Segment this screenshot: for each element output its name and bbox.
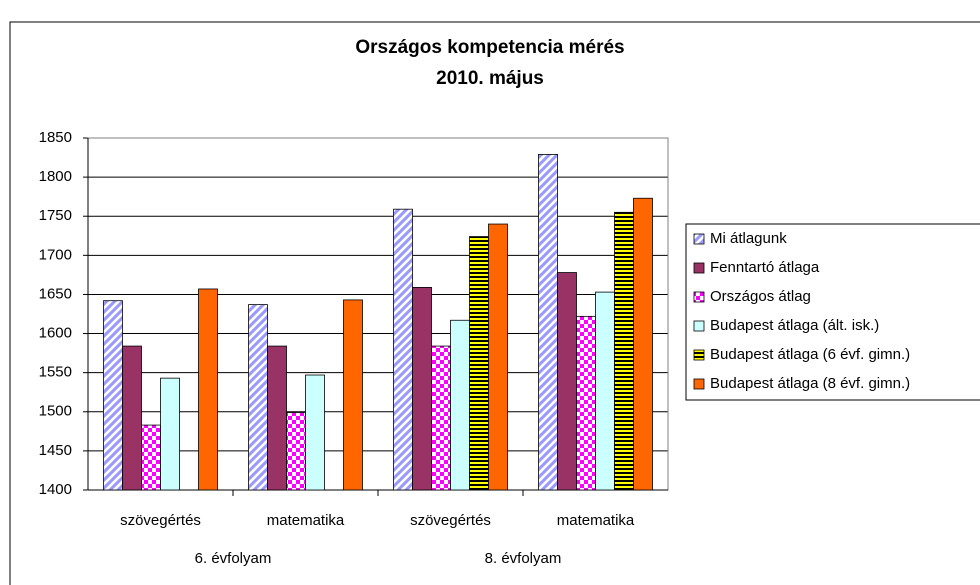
bar bbox=[557, 272, 577, 491]
bar bbox=[538, 154, 558, 491]
x-tick-label: szövegértés bbox=[410, 512, 491, 529]
legend-swatch bbox=[693, 349, 705, 361]
bar bbox=[412, 287, 432, 491]
y-tick-label: 1800 bbox=[39, 168, 72, 185]
group-label: 6. évfolyam bbox=[195, 550, 272, 567]
legend-label: Mi átlagunk bbox=[710, 230, 787, 247]
y-tick-label: 1400 bbox=[39, 481, 72, 498]
bar bbox=[198, 288, 218, 491]
legend-label: Fenntartó átlaga bbox=[710, 259, 820, 276]
bar bbox=[488, 223, 508, 491]
bar bbox=[450, 319, 470, 491]
bar bbox=[160, 377, 180, 491]
bar bbox=[393, 208, 413, 491]
legend-label: Budapest átlaga (6 évf. gimn.) bbox=[710, 346, 910, 363]
bar bbox=[248, 304, 268, 491]
legend-label: Országos átlag bbox=[710, 288, 811, 305]
chart-subtitle: 2010. május bbox=[436, 68, 544, 89]
bar bbox=[122, 345, 142, 491]
legend-swatch bbox=[693, 320, 705, 332]
y-tick-label: 1750 bbox=[39, 207, 72, 224]
y-tick-label: 1850 bbox=[39, 129, 72, 146]
legend-label: Budapest átlaga (8 évf. gimn.) bbox=[710, 375, 910, 392]
bar bbox=[614, 211, 634, 491]
bar bbox=[595, 291, 615, 491]
bar bbox=[141, 424, 161, 491]
group-label: 8. évfolyam bbox=[485, 550, 562, 567]
legend-swatch bbox=[693, 378, 705, 390]
bar bbox=[267, 345, 287, 491]
bar bbox=[343, 299, 363, 491]
legend-swatch bbox=[693, 262, 705, 274]
bar bbox=[286, 412, 306, 491]
y-tick-label: 1450 bbox=[39, 442, 72, 459]
legend-label: Budapest átlaga (ált. isk.) bbox=[710, 317, 879, 334]
legend-swatch bbox=[693, 291, 705, 303]
y-tick-label: 1600 bbox=[39, 325, 72, 342]
bar bbox=[469, 236, 489, 491]
bar bbox=[576, 315, 596, 491]
bar bbox=[103, 300, 123, 491]
y-tick-label: 1700 bbox=[39, 246, 72, 263]
x-tick-label: matematika bbox=[557, 512, 635, 529]
x-tick-label: matematika bbox=[267, 512, 345, 529]
legend-swatch bbox=[693, 233, 705, 245]
chart-title: Országos kompetencia mérés bbox=[355, 37, 624, 58]
y-tick-label: 1650 bbox=[39, 285, 72, 302]
y-tick-label: 1550 bbox=[39, 364, 72, 381]
bar bbox=[305, 374, 325, 491]
bar bbox=[633, 197, 653, 491]
x-tick-label: szövegértés bbox=[120, 512, 201, 529]
y-tick-label: 1500 bbox=[39, 403, 72, 420]
bar bbox=[431, 345, 451, 491]
legend-box bbox=[685, 223, 980, 401]
